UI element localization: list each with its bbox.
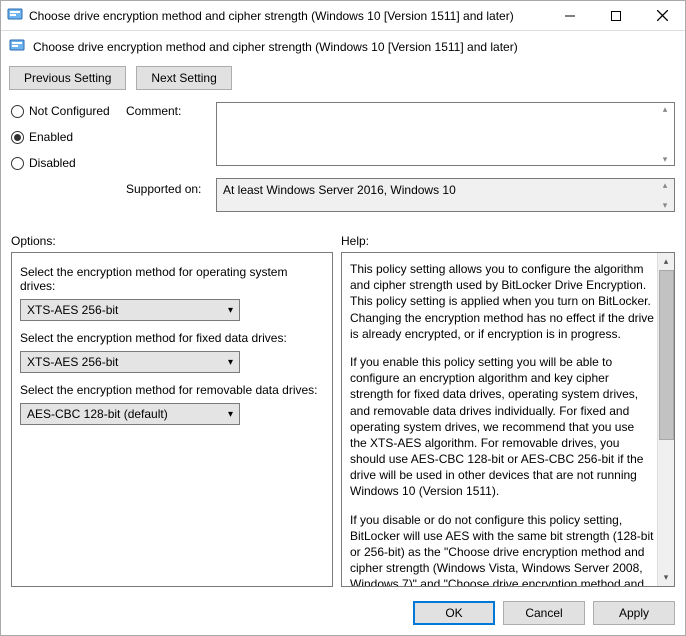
policy-title: Choose drive encryption method and ciphe… [33, 40, 518, 54]
cancel-button[interactable]: Cancel [503, 601, 585, 625]
chevron-down-icon: ▾ [228, 357, 233, 368]
help-scrollbar[interactable]: ▴ ▾ [657, 253, 674, 586]
radio-label: Not Configured [29, 104, 110, 118]
radio-icon [11, 157, 24, 170]
scroll-up-icon: ▴ [658, 253, 674, 270]
removable-drive-encryption-select[interactable]: AES-CBC 128-bit (default) ▾ [20, 403, 240, 425]
supported-label: Supported on: [126, 178, 216, 196]
option-label: Select the encryption method for removab… [20, 383, 324, 397]
supported-on-field: At least Windows Server 2016, Windows 10… [216, 178, 675, 212]
help-paragraph: This policy setting allows you to config… [350, 261, 654, 342]
maximize-button[interactable] [593, 1, 639, 30]
window-titlebar: Choose drive encryption method and ciphe… [1, 1, 685, 31]
radio-enabled[interactable]: Enabled [11, 130, 126, 144]
help-text: This policy setting allows you to config… [350, 261, 654, 587]
comment-label: Comment: [126, 102, 216, 118]
window-controls [547, 1, 685, 30]
app-icon [7, 6, 23, 25]
option-label: Select the encryption method for fixed d… [20, 331, 324, 345]
supported-on-value: At least Windows Server 2016, Windows 10 [223, 183, 456, 197]
comment-field[interactable]: ▴▾ [216, 102, 675, 166]
select-value: XTS-AES 256-bit [27, 355, 118, 369]
radio-label: Enabled [29, 130, 73, 144]
scrollbar-thumb[interactable] [659, 270, 674, 440]
help-paragraph: If you enable this policy setting you wi… [350, 354, 654, 500]
nav-row: Previous Setting Next Setting [1, 64, 685, 102]
scroll-down-icon: ▾ [657, 154, 673, 164]
policy-icon [9, 37, 25, 56]
panel-labels: Options: Help: [1, 222, 685, 252]
minimize-button[interactable] [547, 1, 593, 30]
radio-disabled[interactable]: Disabled [11, 156, 126, 170]
select-value: XTS-AES 256-bit [27, 303, 118, 317]
previous-setting-button[interactable]: Previous Setting [9, 66, 126, 90]
os-drive-encryption-select[interactable]: XTS-AES 256-bit ▾ [20, 299, 240, 321]
ok-button[interactable]: OK [413, 601, 495, 625]
options-panel: Select the encryption method for operati… [11, 252, 333, 587]
help-panel: This policy setting allows you to config… [341, 252, 675, 587]
apply-button[interactable]: Apply [593, 601, 675, 625]
chevron-down-icon: ▾ [228, 409, 233, 420]
help-paragraph: If you disable or do not configure this … [350, 512, 654, 587]
policy-header: Choose drive encryption method and ciphe… [1, 31, 685, 64]
dialog-actions: OK Cancel Apply [1, 595, 685, 635]
window-title: Choose drive encryption method and ciphe… [29, 9, 547, 23]
scrollbar[interactable]: ▴▾ [657, 180, 673, 210]
radio-not-configured[interactable]: Not Configured [11, 104, 126, 118]
select-value: AES-CBC 128-bit (default) [27, 407, 168, 421]
close-button[interactable] [639, 1, 685, 30]
panels: Select the encryption method for operati… [1, 252, 685, 595]
options-label: Options: [11, 234, 341, 248]
state-radio-group: Not Configured Enabled Disabled [11, 102, 126, 170]
radio-icon [11, 105, 24, 118]
chevron-down-icon: ▾ [228, 305, 233, 316]
help-label: Help: [341, 234, 369, 248]
scroll-up-icon: ▴ [657, 180, 673, 190]
fixed-drive-encryption-select[interactable]: XTS-AES 256-bit ▾ [20, 351, 240, 373]
option-label: Select the encryption method for operati… [20, 265, 324, 293]
scroll-up-icon: ▴ [657, 104, 673, 114]
scroll-down-icon: ▾ [657, 200, 673, 210]
scroll-down-icon: ▾ [658, 569, 674, 586]
config-area: Not Configured Enabled Disabled Comment:… [1, 102, 685, 222]
scrollbar[interactable]: ▴▾ [657, 104, 673, 164]
radio-icon [11, 131, 24, 144]
radio-label: Disabled [29, 156, 76, 170]
next-setting-button[interactable]: Next Setting [136, 66, 231, 90]
